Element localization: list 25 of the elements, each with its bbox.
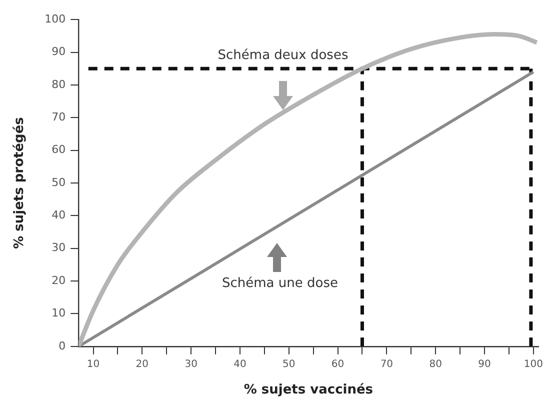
y-tick-label: 80	[52, 78, 66, 91]
x-axis-title: % sujets vaccinés	[244, 382, 374, 398]
x-tick-label: 50	[282, 358, 296, 370]
y-tick-label: 100	[44, 12, 66, 26]
x-tick-label: 40	[234, 358, 246, 370]
annotation: Schéma deux doses	[216, 48, 350, 63]
x-tick-label: 80	[429, 358, 442, 370]
x-tick-label: 100	[524, 358, 543, 370]
x-tick-label: 60	[331, 358, 344, 370]
x-tick-label: 20	[136, 358, 149, 370]
y-tick-label: 10	[52, 306, 66, 320]
y-tick-label: 0	[58, 339, 66, 352]
y-tick-label: 90	[52, 45, 66, 58]
y-tick-label: 60	[52, 143, 66, 156]
y-axis-title: % sujets protégés	[12, 116, 28, 249]
annotation: Schéma une dose	[221, 276, 339, 291]
x-tick-label: 30	[184, 358, 198, 370]
y-tick-label: 50	[52, 176, 66, 189]
x-tick-label: 10	[86, 358, 100, 370]
x-tick-label: 70	[380, 358, 394, 370]
y-tick-label: 70	[52, 110, 66, 124]
x-tick-label: 90	[478, 358, 491, 370]
y-tick-label: 20	[52, 274, 66, 287]
y-tick-label: 40	[52, 208, 66, 222]
y-tick-label: 30	[52, 241, 66, 254]
